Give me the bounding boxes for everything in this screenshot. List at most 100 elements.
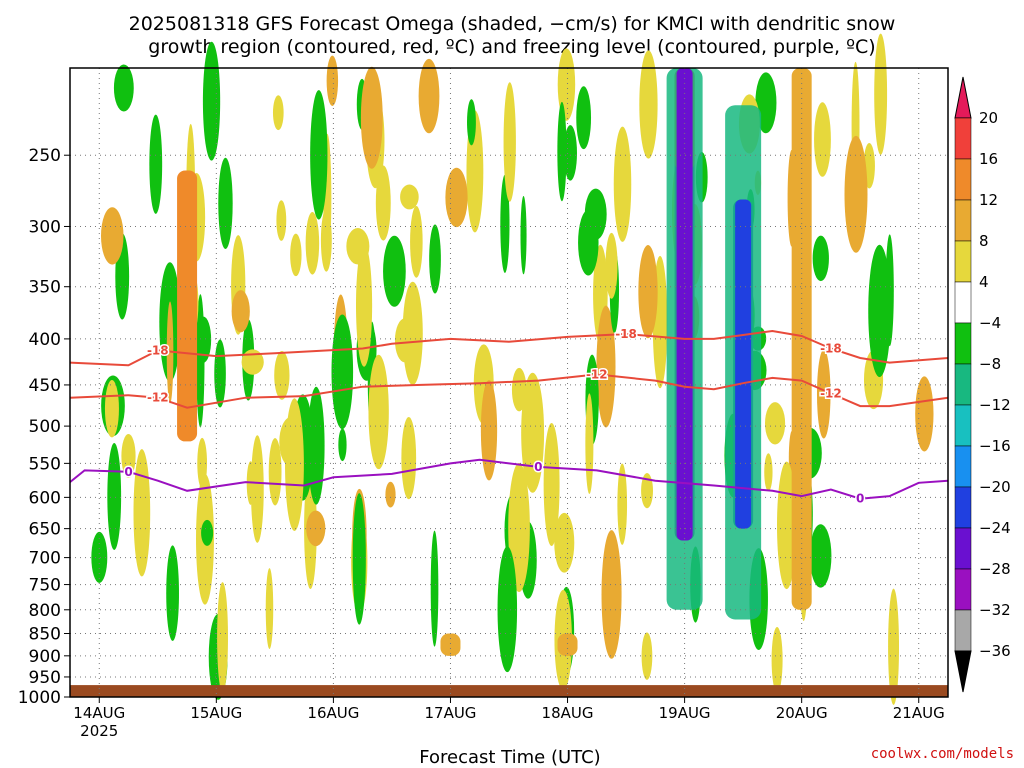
omega-cell: [605, 232, 618, 299]
x-tick-label: 14AUG: [73, 704, 125, 722]
omega-cell: [331, 314, 354, 430]
colorbar-swatch: [954, 609, 972, 652]
x-tick-label: 21AUG: [893, 704, 945, 722]
omega-cell: [638, 245, 658, 339]
y-tick-label: 800: [29, 601, 61, 621]
y-tick-label: 1000: [18, 688, 61, 708]
contour-label: 0: [534, 460, 542, 474]
omega-cell: [91, 531, 108, 583]
colorbar-label: 4: [979, 273, 989, 291]
omega-cell: [503, 82, 516, 202]
omega-cell: [104, 380, 119, 438]
omega-cell: [231, 290, 250, 333]
omega-cell: [617, 463, 628, 545]
x-tick-label: 20AUG: [776, 704, 828, 722]
colorbar-label: −4: [979, 314, 1001, 332]
omega-cell: [241, 349, 264, 375]
x-axis-title: Forecast Time (UTC): [419, 747, 600, 768]
omega-feature: [557, 633, 578, 656]
omega-cell: [764, 402, 786, 445]
colorbar-swatch: [954, 322, 972, 365]
omega-cell: [874, 33, 888, 155]
omega-cell: [641, 632, 653, 680]
x-tick-label: 15AUG: [190, 704, 242, 722]
omega-cell: [641, 473, 654, 509]
colorbar-label: −20: [979, 478, 1011, 496]
x-tick-label: 16AUG: [307, 704, 359, 722]
colorbar-label: −36: [979, 642, 1011, 660]
omega-cell: [613, 126, 632, 242]
omega-cell: [521, 372, 545, 493]
omega-cell: [385, 481, 396, 508]
omega-cell: [771, 626, 783, 693]
omega-cell: [217, 582, 228, 693]
y-tick-label: 450: [29, 376, 61, 396]
contour-line: [69, 329, 949, 367]
colorbar-label: −24: [979, 519, 1011, 537]
y-tick-label: 750: [29, 576, 61, 596]
omega-cell: [520, 196, 527, 275]
colorbar-swatch: [954, 199, 972, 242]
plot-frame: [69, 67, 949, 698]
colorbar-label: −12: [979, 396, 1011, 414]
omega-cell: [511, 367, 527, 412]
colorbar-arrow-bottom: [954, 650, 972, 693]
omega-cell: [326, 55, 339, 106]
omega-cell: [554, 512, 575, 573]
credit-text: coolwx.com/models: [870, 746, 1014, 762]
contour-label: -12: [147, 391, 169, 405]
omega-cell: [310, 90, 328, 220]
omega-cell: [844, 135, 868, 253]
omega-cell: [202, 41, 221, 161]
omega-cell: [639, 50, 658, 159]
contour-label: -18: [820, 342, 842, 356]
colorbar-swatch: [954, 404, 972, 447]
omega-cell: [557, 101, 567, 202]
omega-cell: [578, 209, 599, 276]
y-tick-label: 300: [29, 217, 61, 237]
chart-title-line1: 2025081318 GFS Forecast Omega (shaded, −…: [129, 13, 896, 35]
x-tick-label: 18AUG: [542, 704, 594, 722]
colorbar-label: 20: [979, 109, 998, 127]
omega-cell: [375, 165, 391, 241]
x-tick-label: 19AUG: [659, 704, 711, 722]
y-tick-label: 600: [29, 488, 61, 508]
colorbar-swatch: [954, 281, 972, 324]
omega-cell: [418, 58, 440, 134]
omega-cell: [868, 244, 891, 378]
colorbar-label: −32: [979, 601, 1011, 619]
omega-cell: [307, 386, 325, 505]
omega-cell: [285, 398, 304, 531]
omega-cell: [272, 95, 284, 131]
omega-cell: [410, 205, 423, 278]
omega-cell: [816, 349, 831, 439]
omega-cell: [355, 243, 373, 367]
omega-cell: [218, 157, 233, 249]
colorbar-label: −8: [979, 355, 1001, 373]
contour-label: 0: [856, 492, 864, 506]
colorbar-swatch: [954, 568, 972, 611]
omega-cell: [429, 224, 441, 294]
colorbar-swatch: [954, 486, 972, 529]
omega-feature: [440, 633, 461, 656]
omega-cell: [113, 64, 134, 112]
omega-cell: [508, 462, 530, 593]
y-tick-label: 550: [29, 454, 61, 474]
contour-label: -18: [615, 327, 637, 341]
plot-area: [70, 33, 948, 705]
omega-cell: [401, 417, 417, 500]
omega-cell: [201, 519, 214, 546]
colorbar-label: 12: [979, 191, 998, 209]
omega-cell: [107, 443, 122, 550]
omega-cell: [563, 125, 577, 181]
y-tick-label: 400: [29, 330, 61, 350]
y-tick-label: 850: [29, 624, 61, 644]
omega-core: [735, 199, 752, 529]
omega-cell: [576, 86, 592, 150]
colorbar-label: 16: [979, 150, 998, 168]
omega-cell: [250, 435, 264, 543]
x-year-label: 2025: [80, 722, 118, 740]
omega-cell: [497, 546, 518, 673]
omega-cell: [305, 211, 320, 275]
